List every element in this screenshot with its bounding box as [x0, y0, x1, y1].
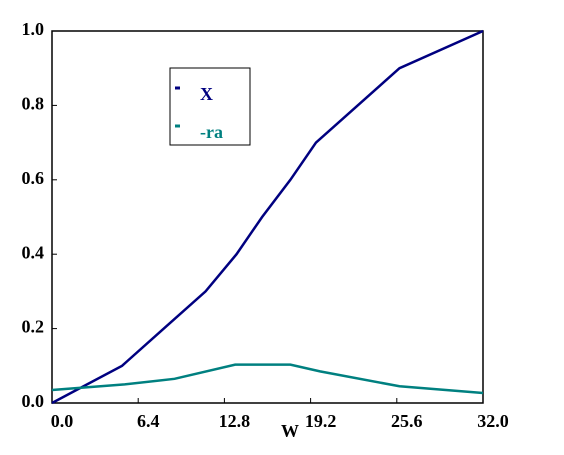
data-line: [51, 29, 484, 405]
x-tick-label: 32.0: [477, 411, 509, 431]
y-tick-label: 0.0: [22, 391, 45, 411]
legend-label: -ra: [200, 122, 223, 142]
x-tick-label: 25.6: [391, 411, 423, 431]
x-axis-label: W: [281, 421, 299, 441]
plot-frame: [51, 30, 484, 404]
legend-box: [169, 67, 251, 146]
y-tick-label: 0.4: [22, 242, 45, 262]
y-tick-label: 0.8: [22, 94, 45, 114]
x-tick-label: 0.0: [51, 411, 74, 431]
x-tick-label: 19.2: [305, 411, 337, 431]
data-line: [51, 363, 484, 395]
legend-label: X: [200, 84, 213, 104]
x-tick-label: 12.8: [219, 411, 251, 431]
y-tick-label: 0.6: [22, 168, 45, 188]
y-tick-label: 0.2: [22, 317, 45, 337]
y-tick-label: 1.0: [22, 19, 45, 39]
x-tick-label: 6.4: [137, 411, 160, 431]
